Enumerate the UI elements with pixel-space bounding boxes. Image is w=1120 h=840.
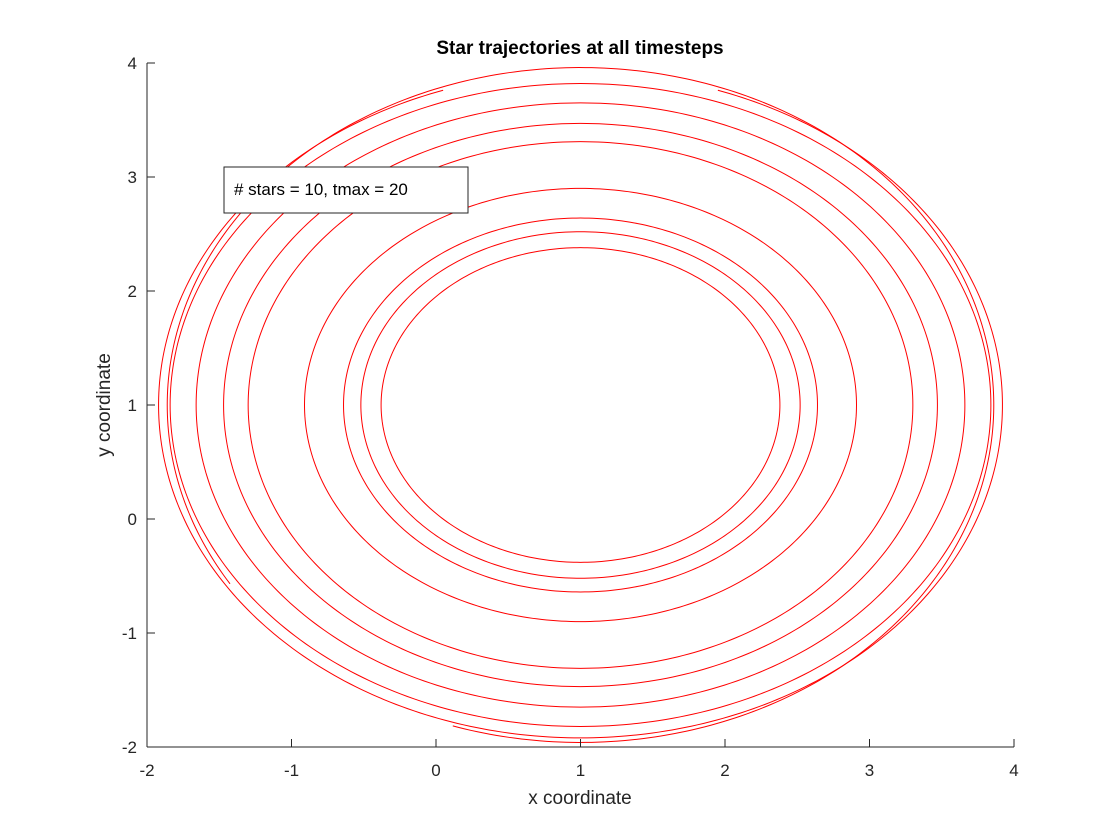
trajectory-line-7 [195,102,966,708]
annotation-frame [223,166,469,214]
trajectory-line-6 [223,122,938,688]
x-ticks: -2 -1 0 1 2 3 4 [139,739,1019,780]
x-axis-label: x coordinate [528,788,632,809]
annotation-box: # stars = 10, tmax = 20 [223,166,469,214]
annotation-text: # stars = 10, tmax = 20 [234,180,408,199]
trajectories-group [158,67,1003,743]
trajectory-line-9 [158,89,1003,739]
trajectory-line-5 [247,141,914,669]
x-tick-label: 2 [720,761,729,780]
y-tick-label: 4 [128,54,137,73]
x-tick-label: 0 [431,761,440,780]
x-tick-label: 3 [865,761,874,780]
x-tick-label: -1 [284,761,299,780]
trajectory-line-2 [360,231,801,579]
trajectory-line-3 [343,217,818,593]
chart-title: Star trajectories at all timesteps [436,38,723,59]
y-ticks: -2 -1 0 1 2 3 4 [122,54,155,757]
x-tick-label: 4 [1009,761,1018,780]
y-tick-label: -1 [122,624,137,643]
trajectory-line-10 [166,67,995,743]
y-axis-label: y coordinate [94,353,115,457]
trajectory-line-4 [303,187,857,623]
y-tick-label: 0 [128,510,137,529]
x-tick-label: -2 [139,761,154,780]
y-tick-label: 1 [128,396,137,415]
y-tick-label: 3 [128,168,137,187]
y-tick-label: 2 [128,282,137,301]
y-tick-label: -2 [122,738,137,757]
trajectory-line-1 [380,247,781,563]
trajectory-line-8 [169,83,992,727]
x-tick-label: 1 [576,761,585,780]
